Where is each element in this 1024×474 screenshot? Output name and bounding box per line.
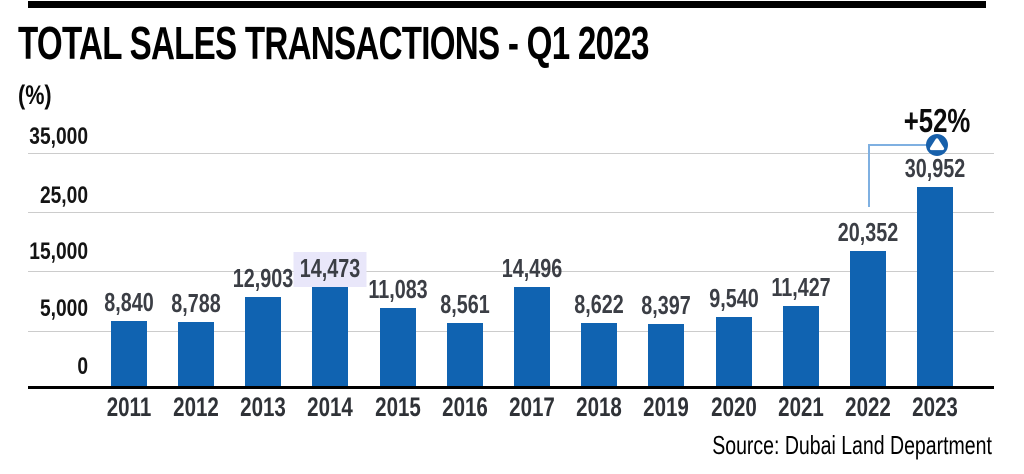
bar-slot-2012: 8,788 2012	[162, 100, 229, 421]
annotation-pct-label: +52%	[903, 102, 971, 139]
bar-slot-2020: 9,540 2020	[700, 100, 767, 421]
bar-2021	[782, 306, 819, 387]
bar-value-label: 14,473	[254, 252, 406, 287]
y-tick-label: 25,00	[39, 182, 88, 209]
y-axis-unit-label: (%)	[18, 80, 52, 110]
bar-slot-2017: 14,496 2017	[498, 100, 565, 421]
x-axis-label: 2014	[307, 392, 354, 422]
bar-slot-2018: 8,622 2018	[566, 100, 633, 421]
bar-2017	[514, 287, 551, 387]
bar-2011	[110, 321, 147, 387]
bar-slot-2014: 14,473 2014	[294, 100, 367, 421]
top-rule	[28, 1, 986, 8]
gridline	[28, 212, 994, 213]
y-tick-label: 5,000	[39, 295, 88, 322]
bar-slot-2019: 8,397 2019	[633, 100, 700, 421]
bar-slot-2011: 8,840 2011	[95, 100, 162, 421]
bar-2023	[917, 187, 954, 387]
bar-2016	[446, 323, 483, 387]
gridline	[28, 331, 994, 332]
bar-value-label: 8,397	[641, 290, 692, 320]
bar-2014	[312, 287, 349, 387]
x-axis-label: 2015	[374, 392, 421, 422]
bar-value-label: 8,561	[440, 289, 490, 319]
annotation-bracket-horizontal	[868, 144, 928, 146]
source-label: Source: Dubai Land Department	[712, 430, 992, 460]
bar-value-label: 8,622	[574, 289, 624, 319]
bar-value-label: 20,352	[837, 217, 899, 247]
x-axis-label: 2019	[643, 392, 690, 422]
gridline	[28, 271, 994, 272]
bar-2013	[245, 297, 282, 387]
x-axis-label: 2012	[173, 392, 219, 422]
plot-area: 8,840 2011 8,788 2012 12,903 2013 14,473 2014 11…	[95, 100, 969, 421]
bar-value-label: 8,840	[103, 287, 154, 317]
x-axis-label: 2021	[778, 392, 824, 422]
bar-value-label: 12,903	[232, 263, 294, 293]
bar-2022	[850, 251, 887, 387]
bar-2012	[177, 322, 214, 387]
bar-value-label: 11,083	[367, 274, 428, 304]
x-axis-label: 2013	[240, 392, 286, 422]
bar-value-label: 11,427	[771, 272, 831, 302]
x-axis-label: 2023	[912, 392, 959, 422]
bar-value-label: 14,496	[501, 253, 563, 283]
page-title: TOTAL SALES TRANSACTIONS - Q1 2023	[18, 17, 649, 69]
gridline	[28, 153, 994, 154]
up-arrow-circle-icon	[926, 134, 948, 156]
bar-slot-2021: 11,427 2021	[767, 100, 834, 421]
y-tick-label: 0	[77, 353, 88, 380]
x-axis-line	[28, 386, 994, 389]
bar-2015	[379, 308, 416, 387]
x-axis-label: 2017	[509, 392, 555, 422]
bar-value-label: 8,788	[171, 288, 221, 318]
bar-value-label: 9,540	[708, 283, 759, 313]
bar-2020	[715, 317, 752, 387]
bar-slot-2015: 11,083 2015	[364, 100, 431, 421]
bar-slot-2016: 8,561 2016	[431, 100, 498, 421]
x-axis-label: 2016	[441, 392, 488, 422]
bar-2018	[581, 323, 618, 387]
bar-slot-2022: 20,352 2022	[835, 100, 902, 421]
x-axis-label: 2020	[710, 392, 757, 422]
y-tick-label: 35,000	[29, 123, 88, 150]
x-axis-label: 2022	[845, 392, 892, 422]
bar-2019	[648, 324, 685, 387]
x-axis-label: 2011	[106, 392, 151, 422]
bar-slot-2013: 12,903 2013	[229, 100, 296, 421]
y-tick-label: 15,000	[29, 238, 88, 265]
bar-slot-2023: 30,952 2023	[902, 100, 969, 421]
x-axis-label: 2018	[576, 392, 623, 422]
annotation-bracket-vertical	[868, 144, 870, 207]
bar-value-label: 30,952	[905, 153, 966, 183]
